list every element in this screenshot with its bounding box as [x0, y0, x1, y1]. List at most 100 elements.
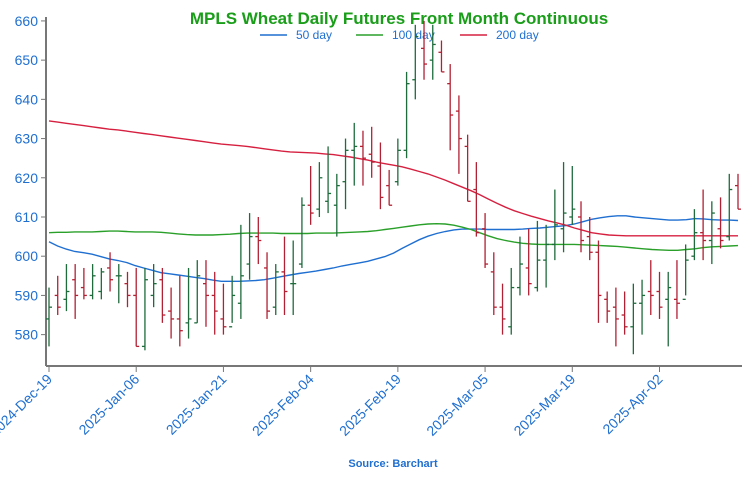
- ohlc-bar: [290, 240, 297, 316]
- chart-title: MPLS Wheat Daily Futures Front Month Con…: [190, 9, 608, 28]
- ohlc-bar: [630, 283, 637, 355]
- ohlc-bar: [621, 291, 628, 335]
- ohlc-bar: [72, 264, 79, 319]
- ohlc-bar: [543, 224, 550, 288]
- ohlc-bar: [403, 71, 410, 159]
- ohlc-bar: [726, 173, 733, 241]
- y-tick-label: 580: [15, 327, 39, 343]
- ohlc-bar: [595, 240, 602, 323]
- ohlc-bar: [421, 20, 428, 80]
- y-tick-label: 610: [15, 209, 39, 225]
- ohlc-bar: [534, 220, 541, 292]
- ohlc-bar: [281, 236, 288, 316]
- ohlc-bar: [647, 260, 654, 316]
- x-tick-label: 2025-Feb-19: [336, 371, 404, 439]
- ohlc-bar: [368, 126, 375, 178]
- ohlc-bar: [525, 228, 532, 296]
- ohlc-bar: [359, 130, 366, 186]
- ohlc-bar: [673, 260, 680, 319]
- ohlc-bar: [141, 267, 148, 351]
- ma-200-day-line: [48, 120, 738, 237]
- source-note: Source: Barchart: [348, 458, 438, 470]
- ohlc-bar: [717, 197, 724, 249]
- ohlc-bar: [516, 236, 523, 296]
- ohlc-bar: [185, 267, 192, 339]
- ohlc-bar: [438, 40, 445, 73]
- ohlc-bar: [255, 216, 262, 265]
- ma-50-day-line: [48, 215, 739, 282]
- ohlc-bar: [246, 213, 253, 280]
- ohlc-bar: [98, 267, 105, 300]
- ohlc-bar: [325, 146, 332, 214]
- ohlc-bar: [54, 275, 61, 316]
- ohlc-bar: [499, 283, 506, 335]
- y-tick-label: 600: [15, 248, 39, 264]
- ohlc-bar: [46, 287, 52, 347]
- x-axis: 2024-Dec-19 2025-Jan-06 2025-Jan-21 2025-Fe…: [0, 365, 742, 440]
- ohlc-bar: [735, 173, 741, 210]
- x-tick-label: 2025-Apr-02: [599, 371, 665, 437]
- ohlc-bar: [560, 162, 567, 253]
- ohlc-bar: [508, 267, 515, 335]
- ohlc-bar: [168, 287, 175, 339]
- ohlc-bar: [107, 252, 114, 292]
- legend: 50 day 100 day 200 day: [260, 28, 539, 42]
- ohlc-bar: [351, 122, 358, 186]
- ohlc-bar: [473, 162, 480, 237]
- ma-100-day-line: [48, 222, 739, 252]
- y-axis: 580 590 600 610 620 630 640 650 660: [15, 13, 47, 366]
- ohlc-bar: [569, 166, 576, 225]
- legend-label-200-day: 200 day: [496, 28, 539, 42]
- ohlc-bar: [586, 216, 593, 261]
- ohlc-bar: [578, 201, 585, 253]
- ohlc-bars: [46, 20, 741, 355]
- ohlc-bar: [202, 260, 209, 327]
- ohlc-bar: [150, 264, 157, 308]
- ohlc-bar: [377, 142, 384, 210]
- ohlc-bar: [604, 291, 611, 323]
- legend-label-100-day: 100 day: [392, 28, 435, 42]
- x-tick-label: 2025-Mar-19: [510, 371, 578, 439]
- y-tick-label: 630: [15, 131, 39, 147]
- ohlc-bar: [429, 24, 436, 80]
- ohlc-bar: [80, 267, 87, 300]
- ohlc-bar: [211, 271, 218, 335]
- ohlc-bar: [342, 138, 349, 210]
- y-tick-label: 640: [15, 91, 39, 107]
- ohlc-bar: [264, 252, 271, 319]
- ohlc-bar: [612, 287, 619, 347]
- ohlc-bar: [63, 264, 70, 312]
- ohlc-bar: [115, 264, 122, 304]
- y-tick-label: 650: [15, 52, 39, 68]
- ohlc-bar: [333, 173, 340, 237]
- ohlc-bar: [708, 201, 715, 265]
- ohlc-bar: [464, 134, 471, 202]
- y-tick-label: 660: [15, 13, 39, 29]
- ohlc-bar: [665, 271, 672, 347]
- ohlc-bar: [447, 64, 454, 151]
- ohlc-bar: [220, 283, 227, 335]
- ohlc-bar: [89, 264, 96, 300]
- ohlc-bar: [656, 271, 663, 319]
- moving-average-lines: [48, 120, 739, 282]
- legend-label-50-day: 50 day: [296, 28, 332, 42]
- ohlc-bar: [159, 267, 166, 323]
- ohlc-bar: [691, 209, 698, 261]
- ohlc-bar: [176, 275, 183, 347]
- ohlc-bar: [394, 138, 401, 186]
- ohlc-bar: [551, 189, 558, 261]
- x-tick-label: 2025-Jan-21: [163, 371, 230, 438]
- ohlc-bar: [307, 166, 314, 225]
- ohlc-bar: [272, 264, 279, 316]
- ohlc-bar: [682, 244, 689, 300]
- x-tick-label: 2024-Dec-19: [0, 371, 55, 440]
- ohlc-bar: [229, 275, 236, 328]
- x-tick-label: 2025-Jan-06: [75, 371, 142, 438]
- ohlc-bar: [482, 213, 489, 268]
- ohlc-bar: [455, 95, 462, 174]
- ohlc-bar: [386, 169, 393, 206]
- ohlc-bar: [194, 260, 201, 324]
- ohlc-bar: [700, 189, 707, 261]
